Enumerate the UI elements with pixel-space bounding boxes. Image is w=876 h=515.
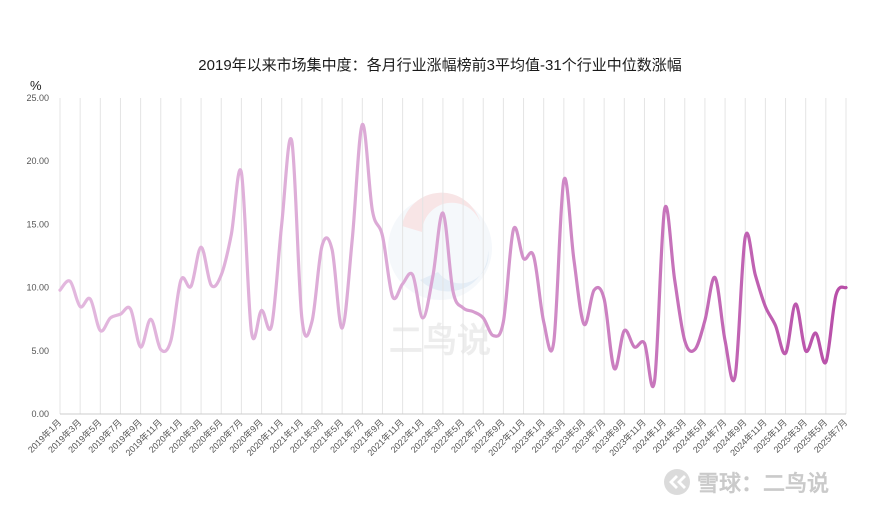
data-point (713, 275, 717, 279)
data-point (663, 207, 667, 211)
data-point (511, 227, 515, 231)
data-point (743, 235, 747, 239)
data-point (784, 351, 788, 355)
data-point (229, 233, 233, 237)
data-point (249, 330, 253, 334)
data-point (431, 274, 435, 278)
data-point (552, 340, 556, 344)
data-point (98, 329, 102, 333)
data-point (58, 288, 62, 292)
series-line (58, 122, 848, 389)
data-point (350, 238, 354, 242)
data-point (501, 320, 505, 324)
data-point (159, 348, 163, 352)
data-point (360, 123, 364, 127)
data-point (199, 245, 203, 249)
y-tick-label: 5.00 (31, 346, 49, 356)
data-point (683, 339, 687, 343)
data-point (733, 374, 737, 378)
data-point (582, 322, 586, 326)
data-point (421, 316, 425, 320)
data-point (824, 360, 828, 364)
data-point (592, 288, 596, 292)
data-point (542, 320, 546, 324)
data-point (411, 273, 415, 277)
data-point (68, 279, 72, 283)
data-point (401, 282, 405, 286)
data-point (179, 278, 183, 282)
grid (59, 98, 847, 414)
data-point (300, 316, 304, 320)
data-point (461, 306, 465, 310)
data-point (491, 334, 495, 338)
data-point (532, 254, 536, 258)
y-tick-label: 10.00 (26, 283, 49, 293)
data-point (804, 349, 808, 353)
data-point (149, 317, 153, 321)
data-point (612, 367, 616, 371)
data-point (370, 209, 374, 213)
data-point (723, 339, 727, 343)
y-tick-label: 25.00 (26, 93, 49, 103)
data-point (129, 307, 133, 311)
y-tick-label: 0.00 (31, 409, 49, 419)
data-point (108, 316, 112, 320)
data-point (632, 345, 636, 349)
data-point (653, 379, 657, 383)
data-point (139, 345, 143, 349)
data-point (310, 320, 314, 324)
data-point (280, 222, 284, 226)
watermark-center-text: 二鸟说 (389, 321, 491, 361)
data-point (209, 283, 213, 287)
data-point (260, 308, 264, 312)
data-point (602, 297, 606, 301)
data-point (622, 329, 626, 333)
data-point (522, 257, 526, 261)
data-point (330, 248, 334, 252)
data-point (270, 324, 274, 328)
data-point (239, 171, 243, 175)
data-point (380, 234, 384, 238)
data-point (88, 297, 92, 301)
y-axis-unit: % (30, 78, 42, 93)
data-point (753, 273, 757, 277)
watermark-logo (388, 192, 492, 300)
data-point (693, 348, 697, 352)
data-point (219, 273, 223, 277)
data-point (78, 305, 82, 309)
data-point (834, 293, 838, 297)
data-point (773, 324, 777, 328)
data-point (844, 286, 848, 290)
data-point (703, 318, 707, 322)
footer-watermark: 雪球：二鸟说 (664, 469, 829, 497)
y-tick-label: 20.00 (26, 156, 49, 166)
data-point (814, 331, 818, 335)
data-point (794, 302, 798, 306)
data-point (451, 289, 455, 293)
chart-title: 2019年以来市场集中度：各月行业涨幅榜前3平均值-31个行业中位数涨幅 (198, 57, 681, 74)
data-point (118, 312, 122, 316)
y-tick-label: 15.00 (26, 219, 49, 229)
data-point (391, 294, 395, 298)
data-point (441, 211, 445, 215)
data-point (169, 339, 173, 343)
data-point (481, 316, 485, 320)
data-point (320, 244, 324, 248)
data-point (763, 305, 767, 309)
data-point (189, 284, 193, 288)
footer-watermark-text: 雪球：二鸟说 (697, 471, 829, 497)
data-point (471, 310, 475, 314)
data-point (562, 178, 566, 182)
data-point (642, 341, 646, 345)
data-point (290, 139, 294, 143)
series-layer (58, 122, 848, 389)
data-point (340, 326, 344, 330)
data-point (572, 258, 576, 262)
data-point (673, 278, 677, 282)
